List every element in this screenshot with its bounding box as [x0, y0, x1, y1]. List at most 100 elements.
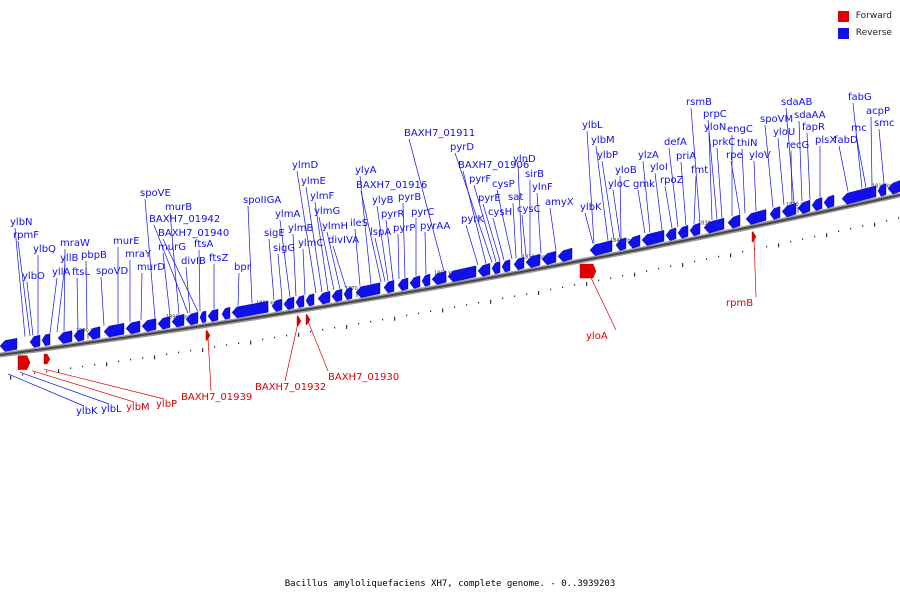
reverse-leader-line	[314, 201, 329, 292]
reverse-leader-line	[716, 147, 723, 219]
reverse-gene-label: rpe	[726, 150, 743, 161]
inner-ring-mark	[346, 324, 348, 329]
reverse-gene-label: rpoZ	[660, 175, 684, 186]
reverse-leader-line	[277, 253, 283, 299]
reverse-gene-label: prkC	[712, 137, 735, 148]
reverse-leader-line	[654, 172, 663, 231]
reverse-gene-label: pyrAA	[420, 221, 450, 232]
reverse-leader-line	[595, 145, 609, 241]
reverse-gene-label: ylmB	[288, 223, 313, 234]
reverse-gene-arrow	[207, 308, 219, 322]
inner-ring-mark	[34, 372, 36, 374]
reverse-gene-label: amyX	[545, 197, 574, 208]
reverse-leader-line	[162, 252, 171, 316]
reverse-leader-line	[878, 128, 885, 184]
reverse-leader-line	[140, 272, 143, 321]
reverse-gene-arrow	[589, 240, 613, 256]
reverse-gene-arrow	[431, 270, 447, 285]
reverse-gene-label: yloN	[704, 122, 726, 133]
reverse-gene-arrow	[317, 290, 331, 305]
reverse-leader-line	[668, 147, 679, 227]
reverse-gene-label: spoVD	[96, 266, 129, 277]
reverse-gene-arrow	[57, 330, 73, 344]
reverse-gene-label: ylzA	[638, 150, 659, 161]
reverse-gene-arrow	[125, 320, 141, 335]
reverse-gene-label: ylbL	[582, 120, 603, 131]
reverse-gene-label: ftsL	[72, 267, 90, 278]
reverse-gene-label: ylbP	[597, 150, 618, 161]
reverse-gene-label: pyrK	[461, 214, 484, 225]
inner-ring-mark	[82, 365, 84, 368]
inner-ring-mark	[502, 297, 504, 300]
reverse-gene-label: ylmA	[275, 209, 300, 220]
inner-ring-mark	[442, 308, 444, 313]
reverse-gene-arrow	[781, 202, 797, 218]
forward-gene-label: BAXH7_01932	[255, 382, 326, 393]
reverse-gene-arrow	[343, 287, 353, 301]
reverse-leader-line	[601, 160, 615, 240]
inner-ring-mark	[550, 288, 552, 291]
reverse-gene-arrow	[41, 333, 51, 347]
reverse-leader-line	[100, 276, 105, 326]
reverse-gene-arrow	[513, 256, 525, 271]
reverse-leader-line	[162, 238, 199, 312]
reverse-gene-label: sdaAB	[781, 97, 813, 108]
reverse-leader-line	[492, 217, 505, 261]
reverse-gene-arrow	[305, 293, 315, 307]
scale-tick-label: 1870 kbp	[345, 286, 369, 292]
reverse-gene-label: fmt	[691, 165, 708, 176]
reverse-leader-line	[296, 170, 317, 293]
reverse-leader-line	[517, 164, 523, 257]
reverse-gene-arrow	[157, 316, 171, 330]
reverse-leader-line	[185, 266, 191, 313]
inner-ring-mark	[730, 253, 732, 258]
reverse-gene-label: ftsZ	[209, 253, 228, 264]
reverse-gene-label: ileS	[350, 218, 368, 229]
inner-ring-mark	[634, 272, 636, 277]
reverse-gene-label: acpP	[866, 106, 890, 117]
reverse-gene-label: pyrE	[478, 193, 501, 204]
reverse-gene-label: sigG	[273, 243, 295, 254]
legend-label-reverse: Reverse	[855, 28, 892, 38]
forward-gene-label: BAXH7_01939	[181, 392, 252, 403]
reverse-gene-label: defA	[664, 137, 687, 148]
inner-ring-mark	[598, 279, 600, 282]
inner-ring-mark	[850, 227, 852, 230]
inner-ring-mark	[370, 320, 372, 323]
inner-ring-mark	[286, 334, 288, 337]
inner-ring-mark	[406, 314, 408, 317]
inner-ring-mark	[790, 240, 792, 243]
reverse-leader-line	[730, 160, 741, 215]
reverse-gene-label: cysC	[517, 204, 541, 215]
inner-ring-mark	[142, 357, 144, 359]
reverse-gene-arrow	[73, 328, 85, 342]
reverse-gene-label: ftsA	[194, 239, 213, 250]
reverse-gene-label: pyrP	[393, 223, 415, 234]
inner-ring-mark	[130, 358, 132, 361]
reverse-gene-label: fabD	[834, 135, 858, 146]
legend-label-forward: Forward	[855, 11, 892, 21]
inner-ring-mark	[118, 360, 120, 363]
reverse-gene-label: ylmC	[298, 238, 323, 249]
reverse-leader-line	[318, 216, 335, 291]
reverse-leader-line	[521, 214, 527, 257]
forward-gene-label: yloA	[586, 331, 608, 342]
low-gene-label: ylbL	[101, 404, 122, 415]
reverse-gene-label: yloB	[615, 165, 637, 176]
inner-ring-mark	[838, 230, 840, 233]
inner-ring-mark	[10, 375, 12, 380]
reverse-gene-label: ylmD	[292, 160, 318, 171]
reverse-leader-line	[292, 233, 297, 297]
reverse-gene-arrow	[745, 209, 767, 225]
reverse-gene-label: plsX	[815, 135, 836, 146]
inner-ring-mark	[274, 336, 276, 339]
reverse-gene-arrow	[283, 296, 295, 310]
reverse-leader-line	[198, 249, 201, 312]
reverse-gene-arrow	[477, 263, 491, 277]
reverse-gene-label: ylbO	[22, 271, 45, 282]
reverse-gene-arrow	[541, 250, 557, 265]
reverse-gene-label: ylyA	[355, 165, 377, 176]
reverse-gene-label: BAXH7_01942	[149, 214, 220, 225]
reverse-gene-arrow	[727, 214, 741, 229]
